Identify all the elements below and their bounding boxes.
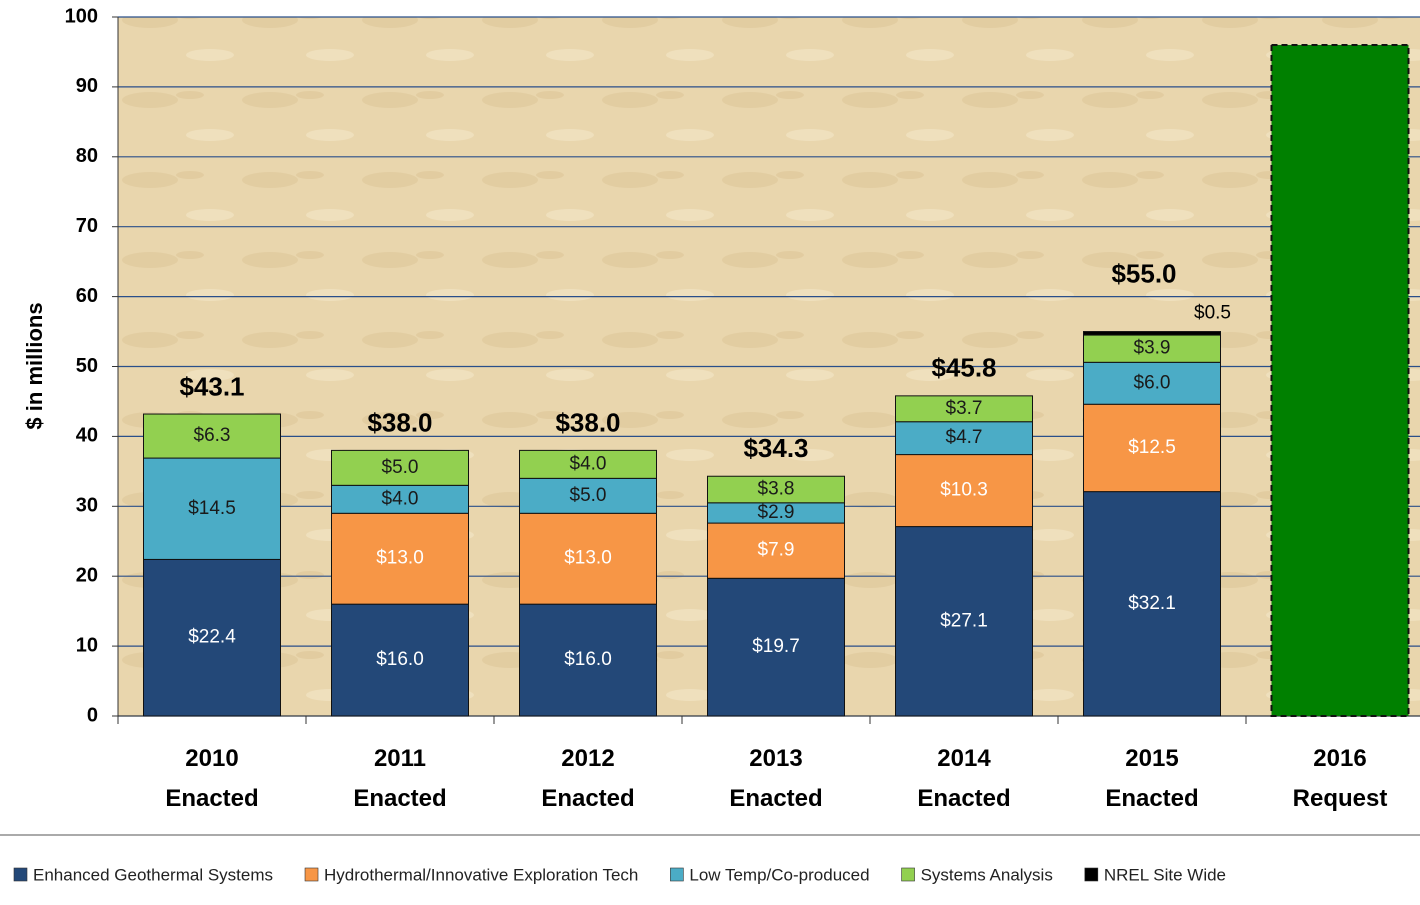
x-tick-label: 2015 Enacted xyxy=(1105,745,1198,812)
bar-segment xyxy=(519,449,657,479)
bar-segment xyxy=(1083,331,1221,336)
x-tick-label: 2010 Enacted xyxy=(165,745,258,812)
value-label: $16.0 xyxy=(564,649,612,670)
x-tick-label-line: Enacted xyxy=(353,785,446,812)
bar-segment xyxy=(519,477,657,514)
y-tick-label: 0 xyxy=(87,704,98,726)
bar-segment xyxy=(519,512,657,605)
value-label: $27.1 xyxy=(940,610,988,631)
value-label: $12.5 xyxy=(1128,437,1176,458)
x-tick-label-line: 2012 xyxy=(561,745,614,772)
legend-swatch xyxy=(1084,867,1099,882)
bar-segment xyxy=(331,449,469,486)
total-label: $38.0 xyxy=(367,407,432,437)
total-label: $43.1 xyxy=(179,372,244,402)
legend-swatch xyxy=(670,867,684,882)
value-label: $6.3 xyxy=(194,425,231,446)
y-tick-label: 10 xyxy=(76,634,98,656)
x-tick-label-line: 2015 xyxy=(1125,745,1178,772)
x-tick-label-line: Request xyxy=(1293,785,1388,812)
x-tick-label-line: Enacted xyxy=(917,785,1010,812)
bar-segment xyxy=(895,395,1033,423)
value-label: $22.4 xyxy=(188,627,236,648)
x-tick-label: 2011 Enacted xyxy=(353,745,446,812)
bar-segment xyxy=(331,484,469,514)
value-label: $5.0 xyxy=(382,457,419,478)
bar-segment xyxy=(143,558,281,717)
x-tick-label: 2013 Enacted xyxy=(729,745,822,812)
y-axis-label: $ in millions xyxy=(22,302,47,429)
y-tick-label: 50 xyxy=(76,355,98,377)
value-label: $4.0 xyxy=(570,453,607,474)
total-label: $38.0 xyxy=(555,407,620,437)
bar-segment xyxy=(895,526,1033,717)
x-tick-label-line: Enacted xyxy=(729,785,822,812)
x-tick-label: 2016 Request xyxy=(1293,745,1388,812)
x-tick-label-line: 2011 xyxy=(374,745,426,772)
bar-segment xyxy=(707,522,845,579)
value-label: $2.9 xyxy=(758,502,795,523)
x-tick-label: 2012 Enacted xyxy=(541,745,634,812)
legend-label: Hydrothermal/Innovative Exploration Tech xyxy=(324,865,638,884)
legend-label: Systems Analysis xyxy=(921,865,1053,884)
legend-swatch xyxy=(901,867,915,882)
bar-segment xyxy=(707,475,845,504)
x-tick-label-line: 2013 xyxy=(749,745,802,772)
bar-segment xyxy=(331,512,469,605)
bar-segment xyxy=(1083,334,1221,363)
bar-segment xyxy=(519,603,657,717)
y-tick-label: 20 xyxy=(76,564,98,586)
bar-segment xyxy=(1270,43,1410,717)
value-label: $13.0 xyxy=(564,548,612,569)
value-label: $3.9 xyxy=(1134,338,1171,359)
total-label: $45.8 xyxy=(931,353,996,383)
bar-segment xyxy=(143,413,281,459)
legend-swatch xyxy=(304,867,319,882)
y-tick-label: 40 xyxy=(76,425,98,447)
y-tick-label: 90 xyxy=(76,75,98,97)
bar-segment xyxy=(1083,491,1221,717)
y-tick-label: 80 xyxy=(76,145,98,167)
value-label: $32.1 xyxy=(1128,593,1176,614)
value-label: $4.0 xyxy=(382,488,419,509)
value-label: $6.0 xyxy=(1134,372,1171,393)
y-tick-label: 100 xyxy=(65,5,98,27)
legend-label: NREL Site Wide xyxy=(1104,865,1226,884)
bar-segment xyxy=(1083,361,1221,405)
y-tick-label: 30 xyxy=(76,495,98,517)
x-tick-label: 2014 Enacted xyxy=(917,745,1010,812)
value-label: $3.8 xyxy=(758,479,795,500)
bar-segment xyxy=(895,454,1033,528)
x-tick-label-line: 2016 xyxy=(1313,745,1366,772)
x-tick-label-line: Enacted xyxy=(165,785,258,812)
value-label: $19.7 xyxy=(752,636,800,657)
value-label: $10.3 xyxy=(940,480,988,501)
value-label: $16.0 xyxy=(376,649,424,670)
legend-label: Enhanced Geothermal Systems xyxy=(33,865,273,884)
total-label: $55.0 xyxy=(1111,258,1176,288)
value-label: $5.0 xyxy=(570,485,607,506)
y-tick-label: 70 xyxy=(76,215,98,237)
bar-segment xyxy=(143,457,281,560)
x-tick-label-line: 2014 xyxy=(937,745,991,772)
x-tick-label-line: Enacted xyxy=(541,785,634,812)
legend-swatch xyxy=(13,867,28,882)
value-label: $0.5 xyxy=(1194,303,1231,324)
x-tick-label-line: 2010 xyxy=(185,745,238,772)
total-label: $34.3 xyxy=(743,433,808,463)
x-tick-label-line: Enacted xyxy=(1105,785,1198,812)
value-label: $4.7 xyxy=(946,427,983,448)
value-label: $7.9 xyxy=(758,540,795,561)
value-label: $3.7 xyxy=(946,398,983,419)
value-label: $13.0 xyxy=(376,548,424,569)
legend-label: Low Temp/Co-produced xyxy=(689,865,869,884)
bar-segment xyxy=(895,421,1033,456)
value-label: $14.5 xyxy=(188,498,236,519)
y-tick-label: 60 xyxy=(76,285,98,307)
